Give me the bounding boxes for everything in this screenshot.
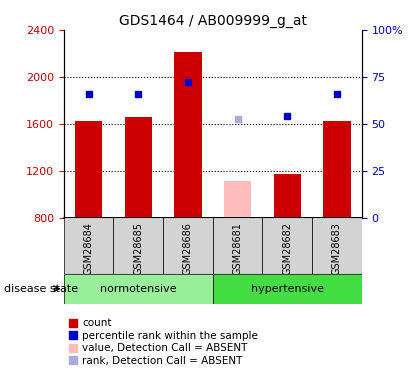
Bar [323, 122, 351, 218]
Text: normotensive: normotensive [100, 284, 176, 294]
Text: GSM28684: GSM28684 [83, 222, 94, 275]
Bar [174, 52, 201, 217]
Bar [213, 217, 262, 274]
Title: GDS1464 / AB009999_g_at: GDS1464 / AB009999_g_at [119, 13, 307, 28]
Bar [64, 217, 113, 274]
Bar [224, 181, 251, 218]
Text: GSM28685: GSM28685 [133, 222, 143, 275]
Bar [163, 217, 213, 274]
Text: GSM28682: GSM28682 [282, 222, 292, 275]
Text: GSM28686: GSM28686 [183, 222, 193, 275]
Bar [274, 174, 301, 217]
Text: GSM28683: GSM28683 [332, 222, 342, 275]
Bar [75, 122, 102, 218]
Legend: count, percentile rank within the sample, value, Detection Call = ABSENT, rank, : count, percentile rank within the sample… [69, 318, 259, 366]
Text: GSM28681: GSM28681 [233, 222, 242, 275]
Bar [262, 217, 312, 274]
Text: disease state: disease state [4, 284, 78, 294]
Bar [312, 217, 362, 274]
Bar [213, 274, 362, 304]
Text: hypertensive: hypertensive [251, 284, 324, 294]
Bar [125, 117, 152, 218]
Bar [113, 217, 163, 274]
Bar [64, 274, 213, 304]
